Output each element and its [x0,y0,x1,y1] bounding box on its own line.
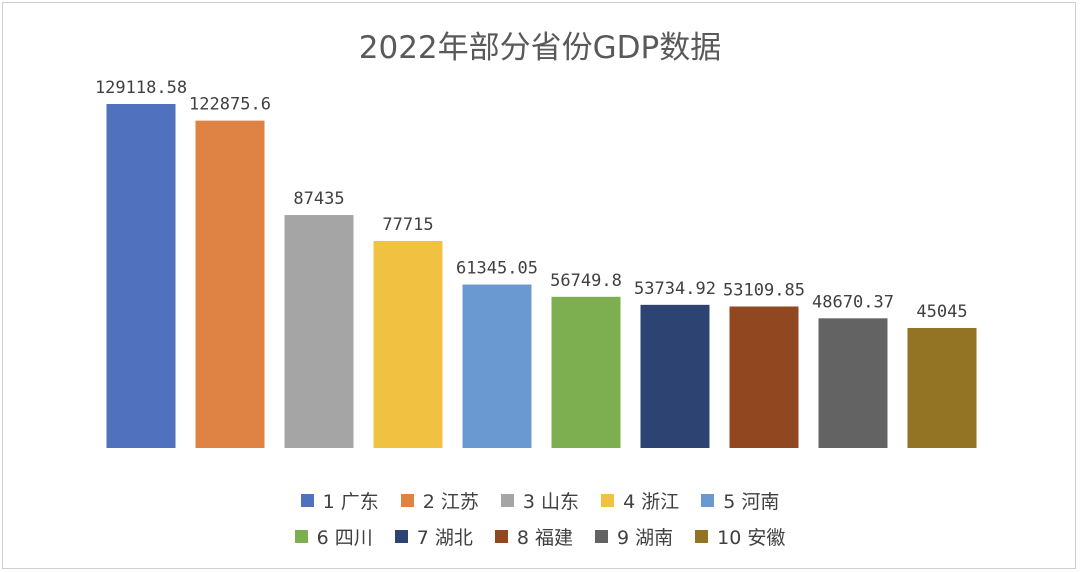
bar-4 [373,240,443,448]
data-label-2: 122875.6 [189,95,271,115]
legend-swatch [294,529,308,543]
legend-item-2: 2 江苏 [400,487,479,514]
legend-item-10: 10 安徽 [695,523,785,550]
data-label-5: 61345.05 [456,259,538,279]
chart-legend: 1 广东 2 江苏 3 山东 4 浙江 5 河南 6 四川 7 湖北 8 福建 9 湖南 10 … [0,482,1080,554]
bar-5 [462,284,532,448]
legend-row: 6 四川 7 湖北 8 福建 9 湖南 10 安徽 [0,518,1080,554]
legend-label: 6 四川 [316,526,373,549]
bar-9 [818,318,888,448]
bar-7 [640,304,710,448]
legend-item-8: 8 福建 [494,523,574,550]
data-label-4: 77715 [382,215,433,235]
legend-swatch [695,529,709,543]
bar-2 [195,120,265,448]
data-label-1: 129118.58 [95,78,187,98]
legend-swatch [300,493,314,507]
legend-swatch [500,493,514,507]
legend-row: 1 广东 2 江苏 3 山东 4 浙江 5 河南 [0,482,1080,518]
data-label-8: 53109.85 [723,281,805,301]
legend-item-9: 9 湖南 [595,523,673,550]
legend-label: 2 江苏 [422,490,479,513]
data-label-7: 53734.92 [634,279,716,299]
chart-title: 2022年部分省份GDP数据 [358,30,722,66]
legend-swatch [400,493,414,507]
legend-item-4: 4 浙江 [601,487,679,514]
bar-8 [729,306,799,448]
bar-6 [551,296,621,448]
legend-label: 8 福建 [516,526,574,549]
legend-label: 5 河南 [723,490,780,513]
bar-3 [284,215,354,448]
data-label-10: 45045 [916,302,967,322]
legend-label: 1 广东 [322,490,379,513]
bar-10 [907,327,977,448]
data-label-3: 87435 [293,189,344,209]
legend-swatch [601,493,615,507]
legend-item-3: 3 山东 [500,487,580,514]
legend-swatch [494,529,508,543]
legend-item-6: 6 四川 [294,523,373,550]
legend-label: 10 安徽 [717,526,786,549]
legend-swatch [701,493,715,507]
legend-label: 9 湖南 [617,526,674,549]
legend-label: 3 山东 [522,490,580,513]
data-label-9: 48670.37 [812,292,894,312]
legend-swatch [394,529,408,543]
data-label-6: 56749.8 [550,271,622,291]
legend-swatch [595,529,609,543]
bar-1 [106,103,176,448]
legend-label: 7 湖北 [416,526,473,549]
legend-item-7: 7 湖北 [394,523,473,550]
legend-item-5: 5 河南 [701,487,779,514]
legend-label: 4 浙江 [623,490,680,513]
legend-item-1: 1 广东 [300,487,379,514]
